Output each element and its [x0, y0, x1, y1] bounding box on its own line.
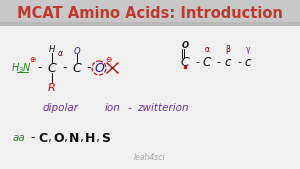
- Text: leah4sci: leah4sci: [134, 153, 166, 163]
- Text: O: O: [94, 62, 104, 75]
- FancyBboxPatch shape: [0, 0, 300, 26]
- Text: H: H: [85, 131, 95, 144]
- Text: -: -: [63, 62, 67, 75]
- Text: ,: ,: [80, 131, 84, 144]
- Text: S: S: [101, 131, 110, 144]
- Text: -: -: [127, 103, 131, 113]
- Text: O: O: [74, 46, 80, 55]
- Text: $H_3N$: $H_3N$: [11, 61, 32, 75]
- Text: C: C: [48, 62, 56, 75]
- Text: zwitterion: zwitterion: [137, 103, 189, 113]
- Text: -: -: [195, 57, 199, 67]
- Text: C: C: [73, 62, 81, 75]
- Text: -: -: [38, 62, 42, 75]
- Text: c: c: [245, 55, 251, 68]
- Text: H: H: [49, 45, 55, 54]
- Text: -: -: [30, 131, 34, 144]
- Text: O: O: [53, 131, 64, 144]
- Text: ,: ,: [96, 131, 100, 144]
- Text: α: α: [205, 45, 209, 54]
- Text: C: C: [38, 131, 47, 144]
- Text: H: H: [108, 63, 116, 73]
- Text: γ: γ: [246, 45, 250, 54]
- Text: ⊕: ⊕: [29, 55, 35, 65]
- Text: O: O: [182, 42, 189, 51]
- Text: -: -: [216, 57, 220, 67]
- Text: -: -: [87, 62, 91, 75]
- Text: ,: ,: [64, 131, 68, 144]
- Text: β: β: [226, 45, 230, 54]
- Text: C: C: [181, 55, 189, 68]
- Text: -: -: [237, 57, 241, 67]
- Text: MCAT Amino Acids: Introduction: MCAT Amino Acids: Introduction: [17, 6, 283, 20]
- Text: ⊖: ⊖: [105, 55, 111, 65]
- Text: dipolar: dipolar: [43, 103, 79, 113]
- Text: R: R: [48, 83, 56, 93]
- Text: ion: ion: [105, 103, 121, 113]
- Text: c: c: [225, 55, 231, 68]
- Text: N: N: [69, 131, 80, 144]
- Text: aa: aa: [13, 133, 26, 143]
- Text: ,: ,: [48, 131, 52, 144]
- Text: C: C: [203, 55, 211, 68]
- Text: α: α: [58, 50, 62, 58]
- FancyBboxPatch shape: [0, 22, 300, 26]
